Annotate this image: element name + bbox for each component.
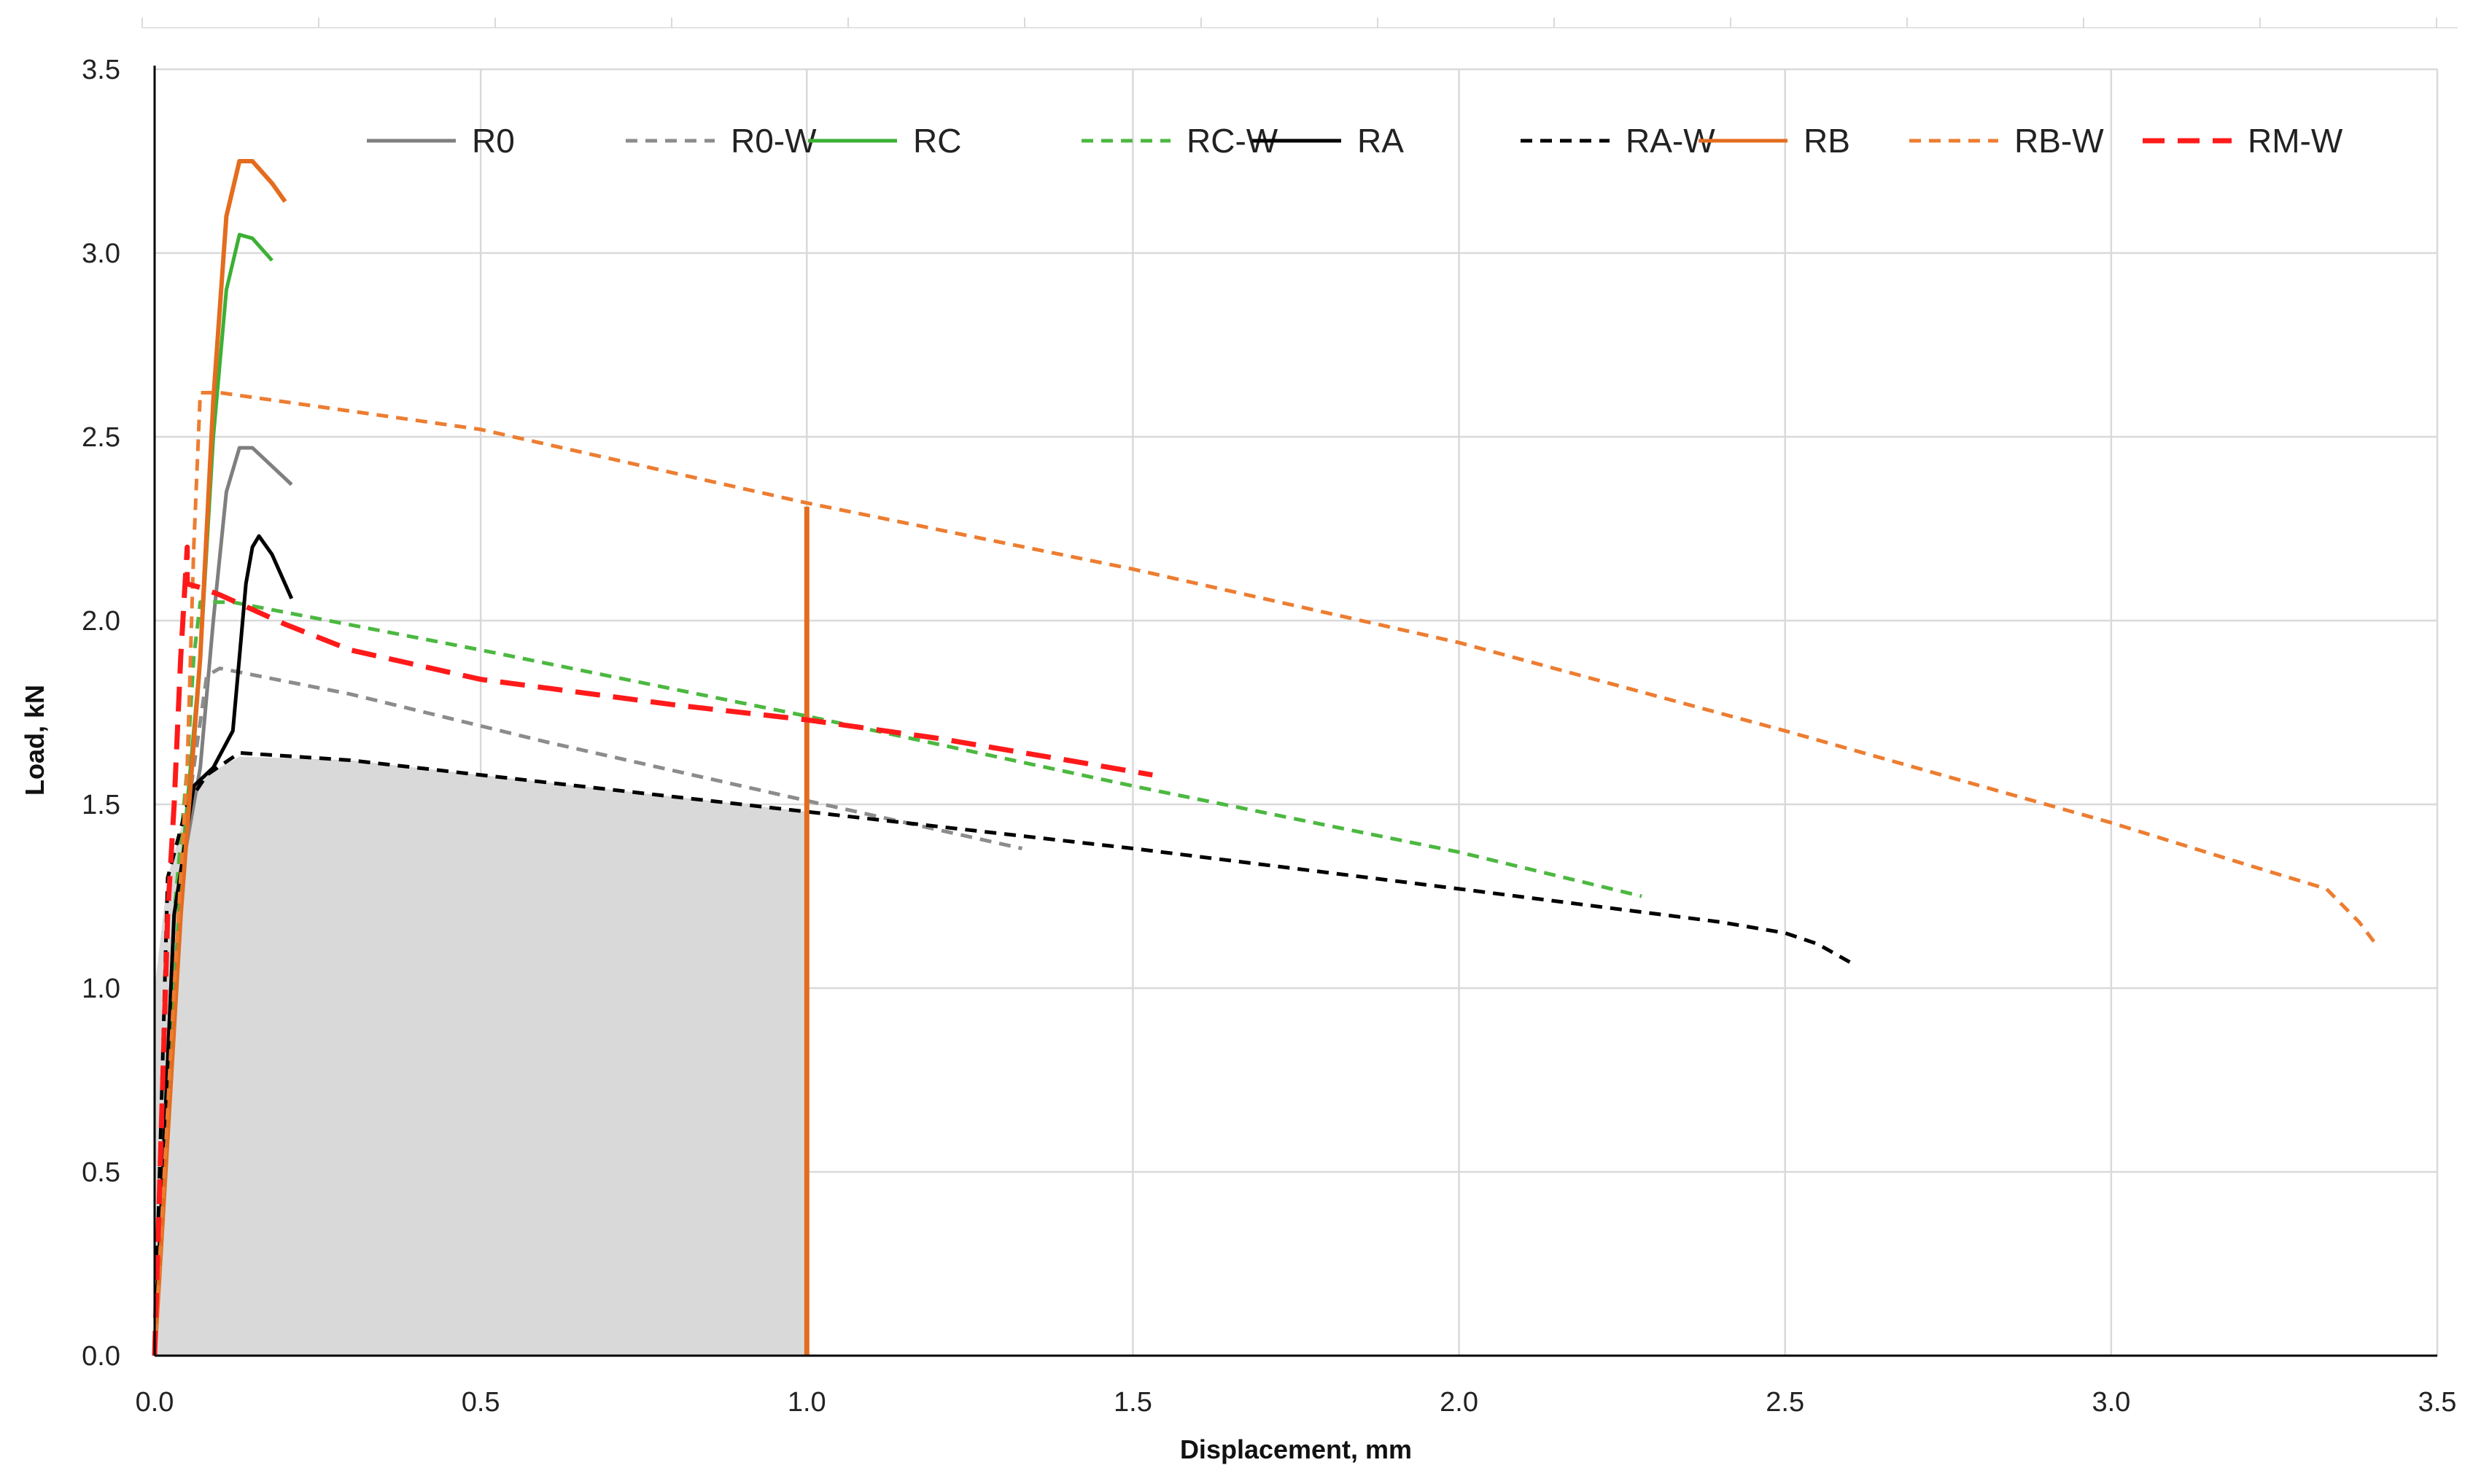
legend-label: RB-W bbox=[2014, 122, 2104, 160]
top-border-ticks bbox=[141, 18, 2458, 28]
legend-item-rc: RC bbox=[808, 122, 961, 160]
y-tick-label: 0.5 bbox=[82, 1157, 120, 1188]
legend-item-rb: RB bbox=[1699, 122, 1850, 160]
legend-item-r0: R0 bbox=[367, 122, 515, 160]
series-line-rb-w bbox=[152, 391, 2380, 1356]
y-tick-label: 1.5 bbox=[82, 790, 120, 820]
x-axis-title: Displacement, mm bbox=[1180, 1434, 1412, 1464]
series-line-rm-w bbox=[152, 544, 1153, 1356]
y-axis-title: Load, kN bbox=[20, 685, 50, 796]
y-tick-label: 3.0 bbox=[82, 238, 120, 269]
legend-label: RC bbox=[913, 122, 961, 160]
series-line-r0-w bbox=[152, 667, 1022, 1356]
legend-item-rb-w: RB-W bbox=[1909, 122, 2104, 160]
x-tick-label: 0.5 bbox=[462, 1387, 500, 1418]
x-tick-label: 3.0 bbox=[2092, 1387, 2130, 1418]
legend-item-rm-w: RM-W bbox=[2143, 122, 2343, 160]
legend-item-ra: RA bbox=[1252, 122, 1404, 160]
legend-item-rc-w: RC-W bbox=[1082, 122, 1278, 160]
x-tick-label: 2.0 bbox=[1440, 1387, 1478, 1418]
legend-label: R0-W bbox=[731, 122, 817, 160]
y-tick-label: 2.0 bbox=[82, 606, 120, 637]
legend-item-r0-w: R0-W bbox=[626, 122, 817, 160]
x-tick-label: 1.5 bbox=[1114, 1387, 1152, 1418]
y-tick-labels: 0.0 0.5 1.0 1.5 2.0 2.5 3.0 3.5 bbox=[82, 55, 120, 1372]
shaded-energy-area bbox=[155, 756, 807, 1356]
legend-label: RB bbox=[1804, 122, 1850, 160]
x-tick-label: 3.5 bbox=[2418, 1387, 2457, 1418]
shaded-area bbox=[155, 756, 807, 1356]
x-tick-label: 2.5 bbox=[1766, 1387, 1804, 1418]
series-line-rb bbox=[152, 159, 287, 1356]
legend-label: R0 bbox=[472, 122, 515, 160]
legend-label: RA bbox=[1357, 122, 1404, 160]
x-tick-label: 0.0 bbox=[136, 1387, 174, 1418]
legend-label: RM-W bbox=[2248, 122, 2343, 160]
legend: R0 R0-W RC RC-W RA RA-W RB RB-W RM-W bbox=[367, 122, 2343, 160]
x-tick-label: 1.0 bbox=[788, 1387, 826, 1418]
legend-item-ra-w: RA-W bbox=[1521, 122, 1715, 160]
x-tick-labels: 0.0 0.5 1.0 1.5 2.0 2.5 3.0 3.5 bbox=[136, 1387, 2457, 1418]
y-tick-label: 3.5 bbox=[82, 55, 120, 85]
series-lines bbox=[152, 159, 2380, 1356]
y-tick-label: 2.5 bbox=[82, 422, 120, 453]
axes bbox=[153, 66, 2437, 1357]
y-tick-label: 1.0 bbox=[82, 974, 120, 1004]
y-tick-label: 0.0 bbox=[82, 1341, 120, 1372]
